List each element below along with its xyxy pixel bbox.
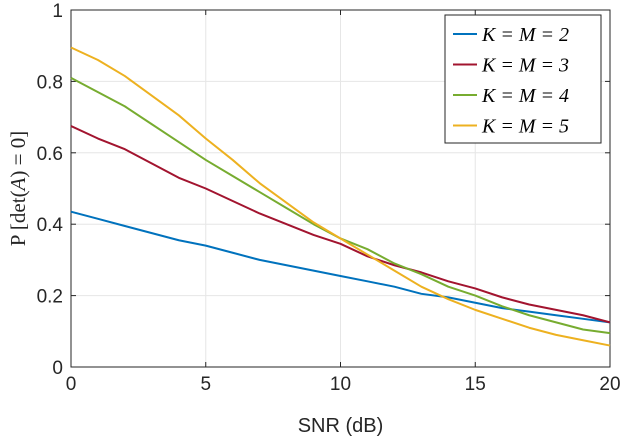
series-lines — [70, 46, 611, 347]
x-tick-label: 0 — [66, 374, 77, 395]
legend-label: K = M = 5 — [481, 116, 569, 138]
x-tick-label: 10 — [330, 374, 351, 395]
x-tick-label: 5 — [200, 374, 211, 395]
y-tick-label: 0.6 — [37, 144, 63, 165]
y-tick-label: 0.8 — [37, 72, 63, 93]
x-axis-label: SNR (dB) — [298, 415, 384, 437]
axis-ticks: 0 5 10 15 20 0 0.2 0.4 0.6 0.8 1 — [37, 1, 621, 395]
legend-label: K = M = 3 — [481, 55, 569, 77]
legend-label: K = M = 2 — [481, 24, 569, 46]
legend-box — [444, 14, 602, 144]
series-line-2 — [70, 210, 611, 324]
y-axis-label: P [det(A) = 0] — [6, 131, 30, 246]
series-line-5 — [70, 46, 611, 347]
x-tick-label: 15 — [465, 374, 486, 395]
series-line-3 — [70, 125, 611, 324]
legend: K = M = 2 K = M = 3 K = M = 4 K = M = 5 — [444, 14, 602, 144]
y-tick-label: 0.2 — [37, 287, 63, 308]
y-tick-label: 1 — [52, 1, 63, 22]
y-tick-label: 0 — [52, 358, 63, 379]
legend-label: K = M = 4 — [481, 85, 569, 107]
y-tick-label: 0.4 — [37, 215, 64, 236]
x-tick-label: 20 — [599, 374, 620, 395]
